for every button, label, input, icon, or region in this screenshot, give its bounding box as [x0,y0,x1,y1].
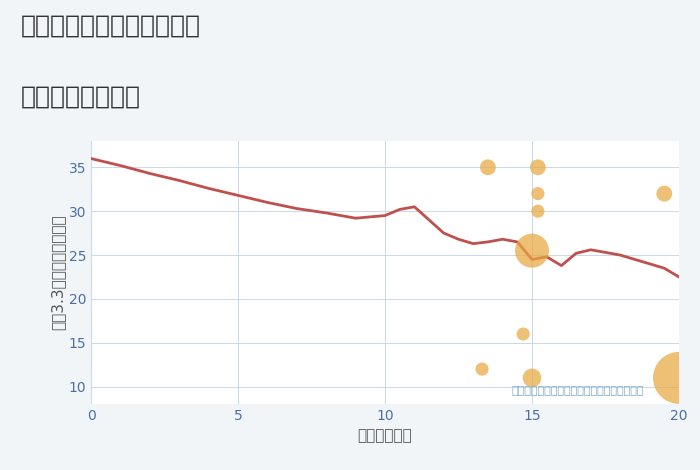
Point [659,190,670,197]
Point [482,164,493,171]
Y-axis label: 坪（3.3㎡）単価（万円）: 坪（3.3㎡）単価（万円） [50,215,66,330]
Point [526,247,538,254]
Text: 円の大きさは、取引のあった物件面積を示す: 円の大きさは、取引のあった物件面積を示す [512,386,644,396]
Point [477,365,488,373]
Point [532,190,543,197]
Point [532,207,543,215]
Point [673,374,685,382]
Text: 駅距離別土地価格: 駅距離別土地価格 [21,85,141,109]
Point [526,374,538,382]
X-axis label: 駅距離（分）: 駅距離（分） [358,429,412,444]
Text: 神奈川県伊勢原市大住台の: 神奈川県伊勢原市大住台の [21,14,201,38]
Point [517,330,528,338]
Point [532,164,543,171]
